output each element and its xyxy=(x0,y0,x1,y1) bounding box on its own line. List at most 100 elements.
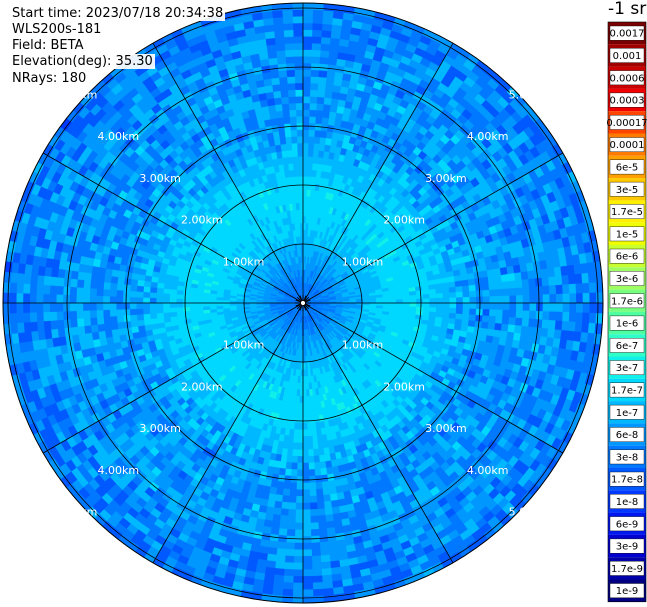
range-gate-cell xyxy=(547,328,556,339)
range-gate-cell xyxy=(312,23,323,31)
range-gate-cell xyxy=(302,469,310,477)
range-gate-cell xyxy=(265,506,275,515)
range-gate-cell xyxy=(325,77,335,86)
range-gate-cell xyxy=(298,409,304,417)
range-gate-cell xyxy=(302,389,307,397)
range-gate-cell xyxy=(553,266,562,277)
range-gate-cell xyxy=(489,289,497,297)
range-gate-cell xyxy=(302,489,310,497)
range-gate-cell xyxy=(315,421,321,430)
range-gate-cell xyxy=(509,302,517,311)
range-gate-cell xyxy=(442,292,450,299)
range-gate-cell xyxy=(312,448,320,457)
range-gate-cell xyxy=(328,486,337,495)
range-gate-cell xyxy=(292,589,304,597)
range-gate-cell xyxy=(285,461,292,470)
range-gate-cell xyxy=(284,555,295,563)
range-gate-cell xyxy=(282,582,294,590)
range-gate-cell xyxy=(461,285,470,293)
range-gate-cell xyxy=(556,293,564,304)
range-gate-cell xyxy=(487,322,496,331)
range-gate-cell xyxy=(298,416,304,424)
range-gate-cell xyxy=(486,269,495,278)
range-gate-cell xyxy=(522,310,530,320)
range-gate-cell xyxy=(549,294,557,304)
range-gate-cell xyxy=(332,586,344,595)
range-gate-cell xyxy=(566,264,576,276)
range-gate-cell xyxy=(319,541,329,550)
range-gate-cell xyxy=(310,82,319,91)
range-gate-cell xyxy=(330,499,340,508)
range-gate-cell xyxy=(307,149,314,157)
range-gate-cell xyxy=(302,596,314,604)
range-gate-cell xyxy=(422,289,430,295)
range-gate-cell xyxy=(502,309,510,318)
range-gate-cell xyxy=(312,435,318,443)
range-gate-cell xyxy=(276,481,285,489)
range-gate-cell xyxy=(308,469,316,477)
range-gate-cell xyxy=(302,36,313,44)
range-gate-cell xyxy=(442,307,450,314)
range-gate-cell xyxy=(302,582,314,590)
range-gate-cell xyxy=(332,512,342,522)
range-gate-cell xyxy=(296,462,304,470)
range-gate-cell xyxy=(466,272,475,281)
range-gate-cell xyxy=(429,293,437,299)
range-gate-cell xyxy=(273,507,282,516)
range-gate-cell xyxy=(302,102,311,110)
range-gate-cell xyxy=(302,209,307,217)
range-gate-cell xyxy=(481,321,489,330)
range-gate-cell xyxy=(299,389,304,397)
range-gate-cell xyxy=(507,273,516,282)
range-gate-cell xyxy=(302,2,314,11)
range-gate-cell xyxy=(288,502,297,510)
range-gate-cell xyxy=(395,295,404,300)
range-gate-cell xyxy=(302,9,314,17)
range-gate-cell xyxy=(286,448,293,457)
range-gate-cell xyxy=(285,542,295,550)
range-gate-cell xyxy=(307,449,314,457)
range-gate-cell xyxy=(308,136,315,144)
range-gate-cell xyxy=(313,149,320,158)
range-gate-cell xyxy=(376,297,384,301)
range-gate-cell xyxy=(541,319,550,330)
range-gate-cell xyxy=(281,501,290,510)
range-gate-cell xyxy=(302,136,310,144)
range-gate-cell xyxy=(310,515,319,524)
range-gate-cell xyxy=(310,522,319,530)
range-gate-cell xyxy=(299,402,304,410)
range-gate-cell xyxy=(554,275,563,286)
range-gate-cell xyxy=(305,369,309,377)
range-gate-cell xyxy=(311,43,322,51)
range-gate-cell xyxy=(306,395,311,404)
range-gate-cell xyxy=(297,449,304,457)
range-gate-cell xyxy=(549,302,557,313)
range-gate-cell xyxy=(528,318,536,328)
range-gate-cell xyxy=(561,320,570,332)
range-gate-cell xyxy=(318,70,328,78)
range-gate-cell xyxy=(489,302,497,311)
range-gate-cell xyxy=(309,509,319,517)
range-gate-cell xyxy=(560,330,569,341)
range-gate-cell xyxy=(302,196,307,204)
range-gate-cell xyxy=(288,495,297,504)
range-gate-cell xyxy=(389,302,397,307)
range-gate-cell xyxy=(308,455,315,464)
range-gate-cell xyxy=(555,284,563,295)
range-gate-cell xyxy=(292,449,299,457)
range-gate-cell xyxy=(302,116,310,124)
range-gate-cell xyxy=(310,415,316,423)
range-gate-cell xyxy=(281,495,290,503)
range-gate-cell xyxy=(502,295,510,304)
range-gate-cell xyxy=(536,294,544,304)
range-gate-cell xyxy=(302,149,309,157)
range-gate-cell xyxy=(307,442,314,450)
range-gate-cell xyxy=(302,536,312,544)
range-gate-cell xyxy=(461,279,469,287)
range-gate-cell xyxy=(555,311,563,322)
range-gate-cell xyxy=(310,62,321,71)
range-gate-cell xyxy=(276,548,286,556)
range-gate-cell xyxy=(289,482,297,490)
range-gate-cell xyxy=(587,322,596,335)
range-gate-cell xyxy=(442,297,450,304)
